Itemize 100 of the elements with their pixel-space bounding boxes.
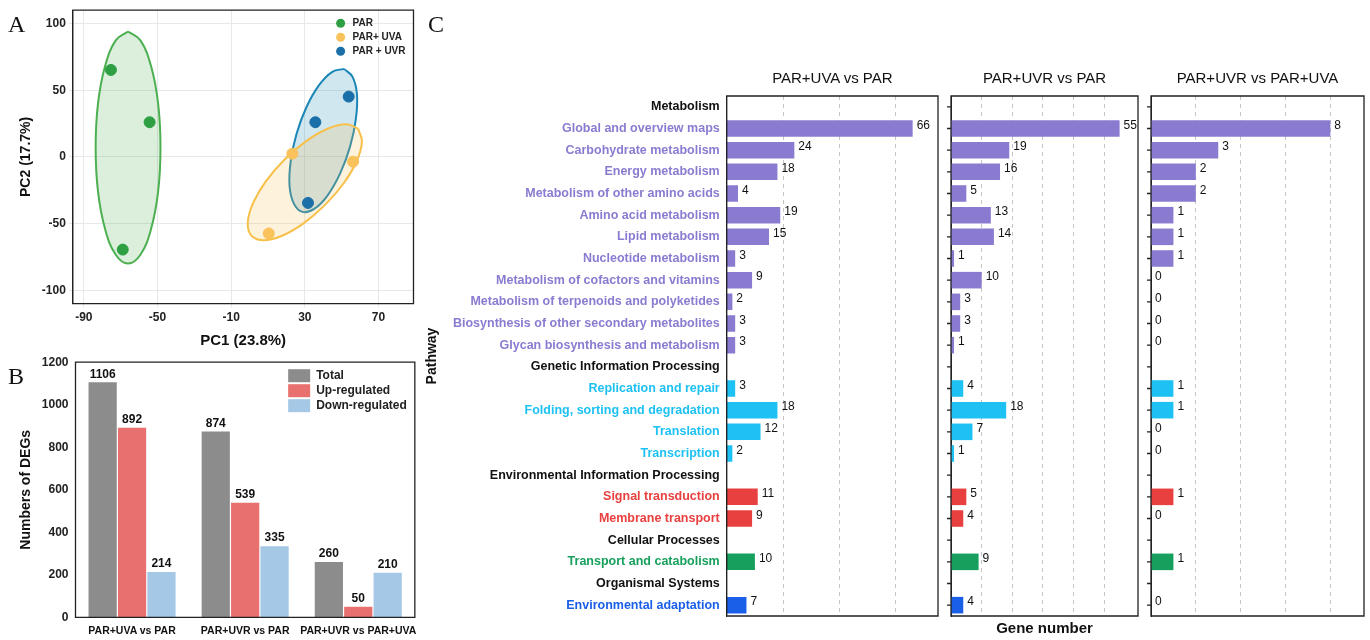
x-axis-title: PC1 (23.8%) <box>200 330 287 348</box>
data-label: 4 <box>967 594 975 609</box>
y-tick-label: -50 <box>48 215 67 230</box>
data-label: 214 <box>151 556 172 571</box>
data-label: 19 <box>784 204 798 219</box>
bar <box>726 120 913 137</box>
data-label: 0 <box>1155 421 1162 436</box>
data-label: 2 <box>1199 182 1207 197</box>
y-tick-label: 1000 <box>41 397 69 412</box>
data-label: 8 <box>1334 117 1342 132</box>
data-label: 3 <box>739 377 747 392</box>
data-label: 24 <box>798 139 813 154</box>
y-tick-label: 0 <box>59 149 67 164</box>
y-axis-title: PC2 (17.7%) <box>17 116 34 197</box>
data-label: 1 <box>1177 399 1185 414</box>
y-tick-label: Metabolism of terpenoids and polyketides <box>470 294 720 309</box>
point <box>262 227 275 240</box>
bar <box>1151 228 1174 246</box>
bar <box>373 572 402 618</box>
data-label: 4 <box>967 377 975 392</box>
bar <box>231 502 260 618</box>
data-label: 18 <box>781 399 796 414</box>
data-label: 3 <box>739 247 747 262</box>
y-tick-label: -100 <box>41 282 67 297</box>
point <box>143 116 156 129</box>
bar <box>726 380 736 397</box>
data-label: 1 <box>1177 377 1185 392</box>
bar <box>1151 120 1331 137</box>
bar <box>951 271 982 289</box>
bar <box>1151 553 1174 571</box>
bar <box>117 427 147 618</box>
x-tick-label: 70 <box>371 310 386 325</box>
bar <box>88 382 117 618</box>
bar <box>951 228 994 246</box>
chart-title: PAR+UVR vs PAR <box>982 68 1107 86</box>
bar <box>726 250 736 267</box>
y-tick-label: Energy metabolism <box>604 164 720 179</box>
bar <box>951 185 967 202</box>
legend-label: PAR+ UVA <box>352 30 402 42</box>
data-label: 3 <box>739 312 747 327</box>
bar <box>1151 206 1174 224</box>
point <box>347 155 360 168</box>
bar <box>726 163 778 181</box>
data-label: 1 <box>958 442 966 457</box>
data-label: 0 <box>1155 442 1162 457</box>
data-label: 10 <box>758 551 773 566</box>
point <box>116 243 129 256</box>
data-label: 0 <box>1155 312 1162 327</box>
bar <box>951 510 964 527</box>
bar <box>726 185 738 202</box>
text: C <box>428 11 445 38</box>
data-label: 9 <box>982 551 990 566</box>
x-tick-label: PAR+UVR vs PAR <box>200 623 290 636</box>
data-label: 539 <box>235 487 256 502</box>
y-tick-label: 1200 <box>41 354 69 369</box>
data-label: 7 <box>750 594 758 609</box>
bar <box>951 163 1001 181</box>
y-tick-label: Biosynthesis of other secondary metabolites <box>452 315 720 330</box>
y-tick-label: Translation <box>653 424 720 439</box>
y-tick-label: Membrane transport <box>598 510 721 525</box>
data-label: 13 <box>994 204 1009 219</box>
chart-title: PAR+UVA vs PAR <box>772 68 893 86</box>
y-axis-title: Numbers of DEGs <box>17 429 34 550</box>
data-label: 2 <box>736 291 744 306</box>
y-tick-label: Replication and repair <box>588 380 720 395</box>
data-label: 18 <box>1010 399 1024 414</box>
y-tick-label: Global and overview maps <box>562 120 720 135</box>
x-tick-label: -50 <box>148 310 167 325</box>
y-tick-label: Glycan biosynthesis and metabolism <box>499 337 720 352</box>
bar <box>260 546 289 618</box>
y-tick-label: 600 <box>48 482 69 497</box>
data-label: 1 <box>1177 486 1185 501</box>
y-tick-label: Genetic Information Processing <box>530 359 720 374</box>
bar <box>1151 401 1174 419</box>
data-label: 1 <box>1177 247 1185 262</box>
legend-label: PAR <box>352 16 374 28</box>
y-tick-label: 400 <box>48 524 69 539</box>
bar <box>726 553 755 571</box>
bar <box>951 206 991 224</box>
bar <box>1151 163 1196 181</box>
bar <box>1151 250 1174 267</box>
legend-label: Down-regulated <box>316 398 407 413</box>
y-tick-label: 50 <box>52 82 67 97</box>
bar <box>951 423 973 441</box>
bar <box>951 553 979 571</box>
y-tick-label: Lipid metabolism <box>616 229 720 244</box>
data-label: 3 <box>1222 139 1230 154</box>
bar <box>951 401 1007 419</box>
bar <box>314 562 343 618</box>
y-tick-label: Signal transduction <box>603 489 720 504</box>
bar <box>726 206 781 224</box>
x-tick-label: 30 <box>298 310 312 325</box>
data-label: 18 <box>781 161 796 176</box>
x-tick-label: -90 <box>75 310 93 325</box>
bar <box>344 606 373 618</box>
data-label: 7 <box>976 421 984 436</box>
data-label: 0 <box>1155 594 1162 609</box>
bar <box>726 445 733 462</box>
data-label: 0 <box>1155 291 1162 306</box>
bar <box>726 401 778 419</box>
